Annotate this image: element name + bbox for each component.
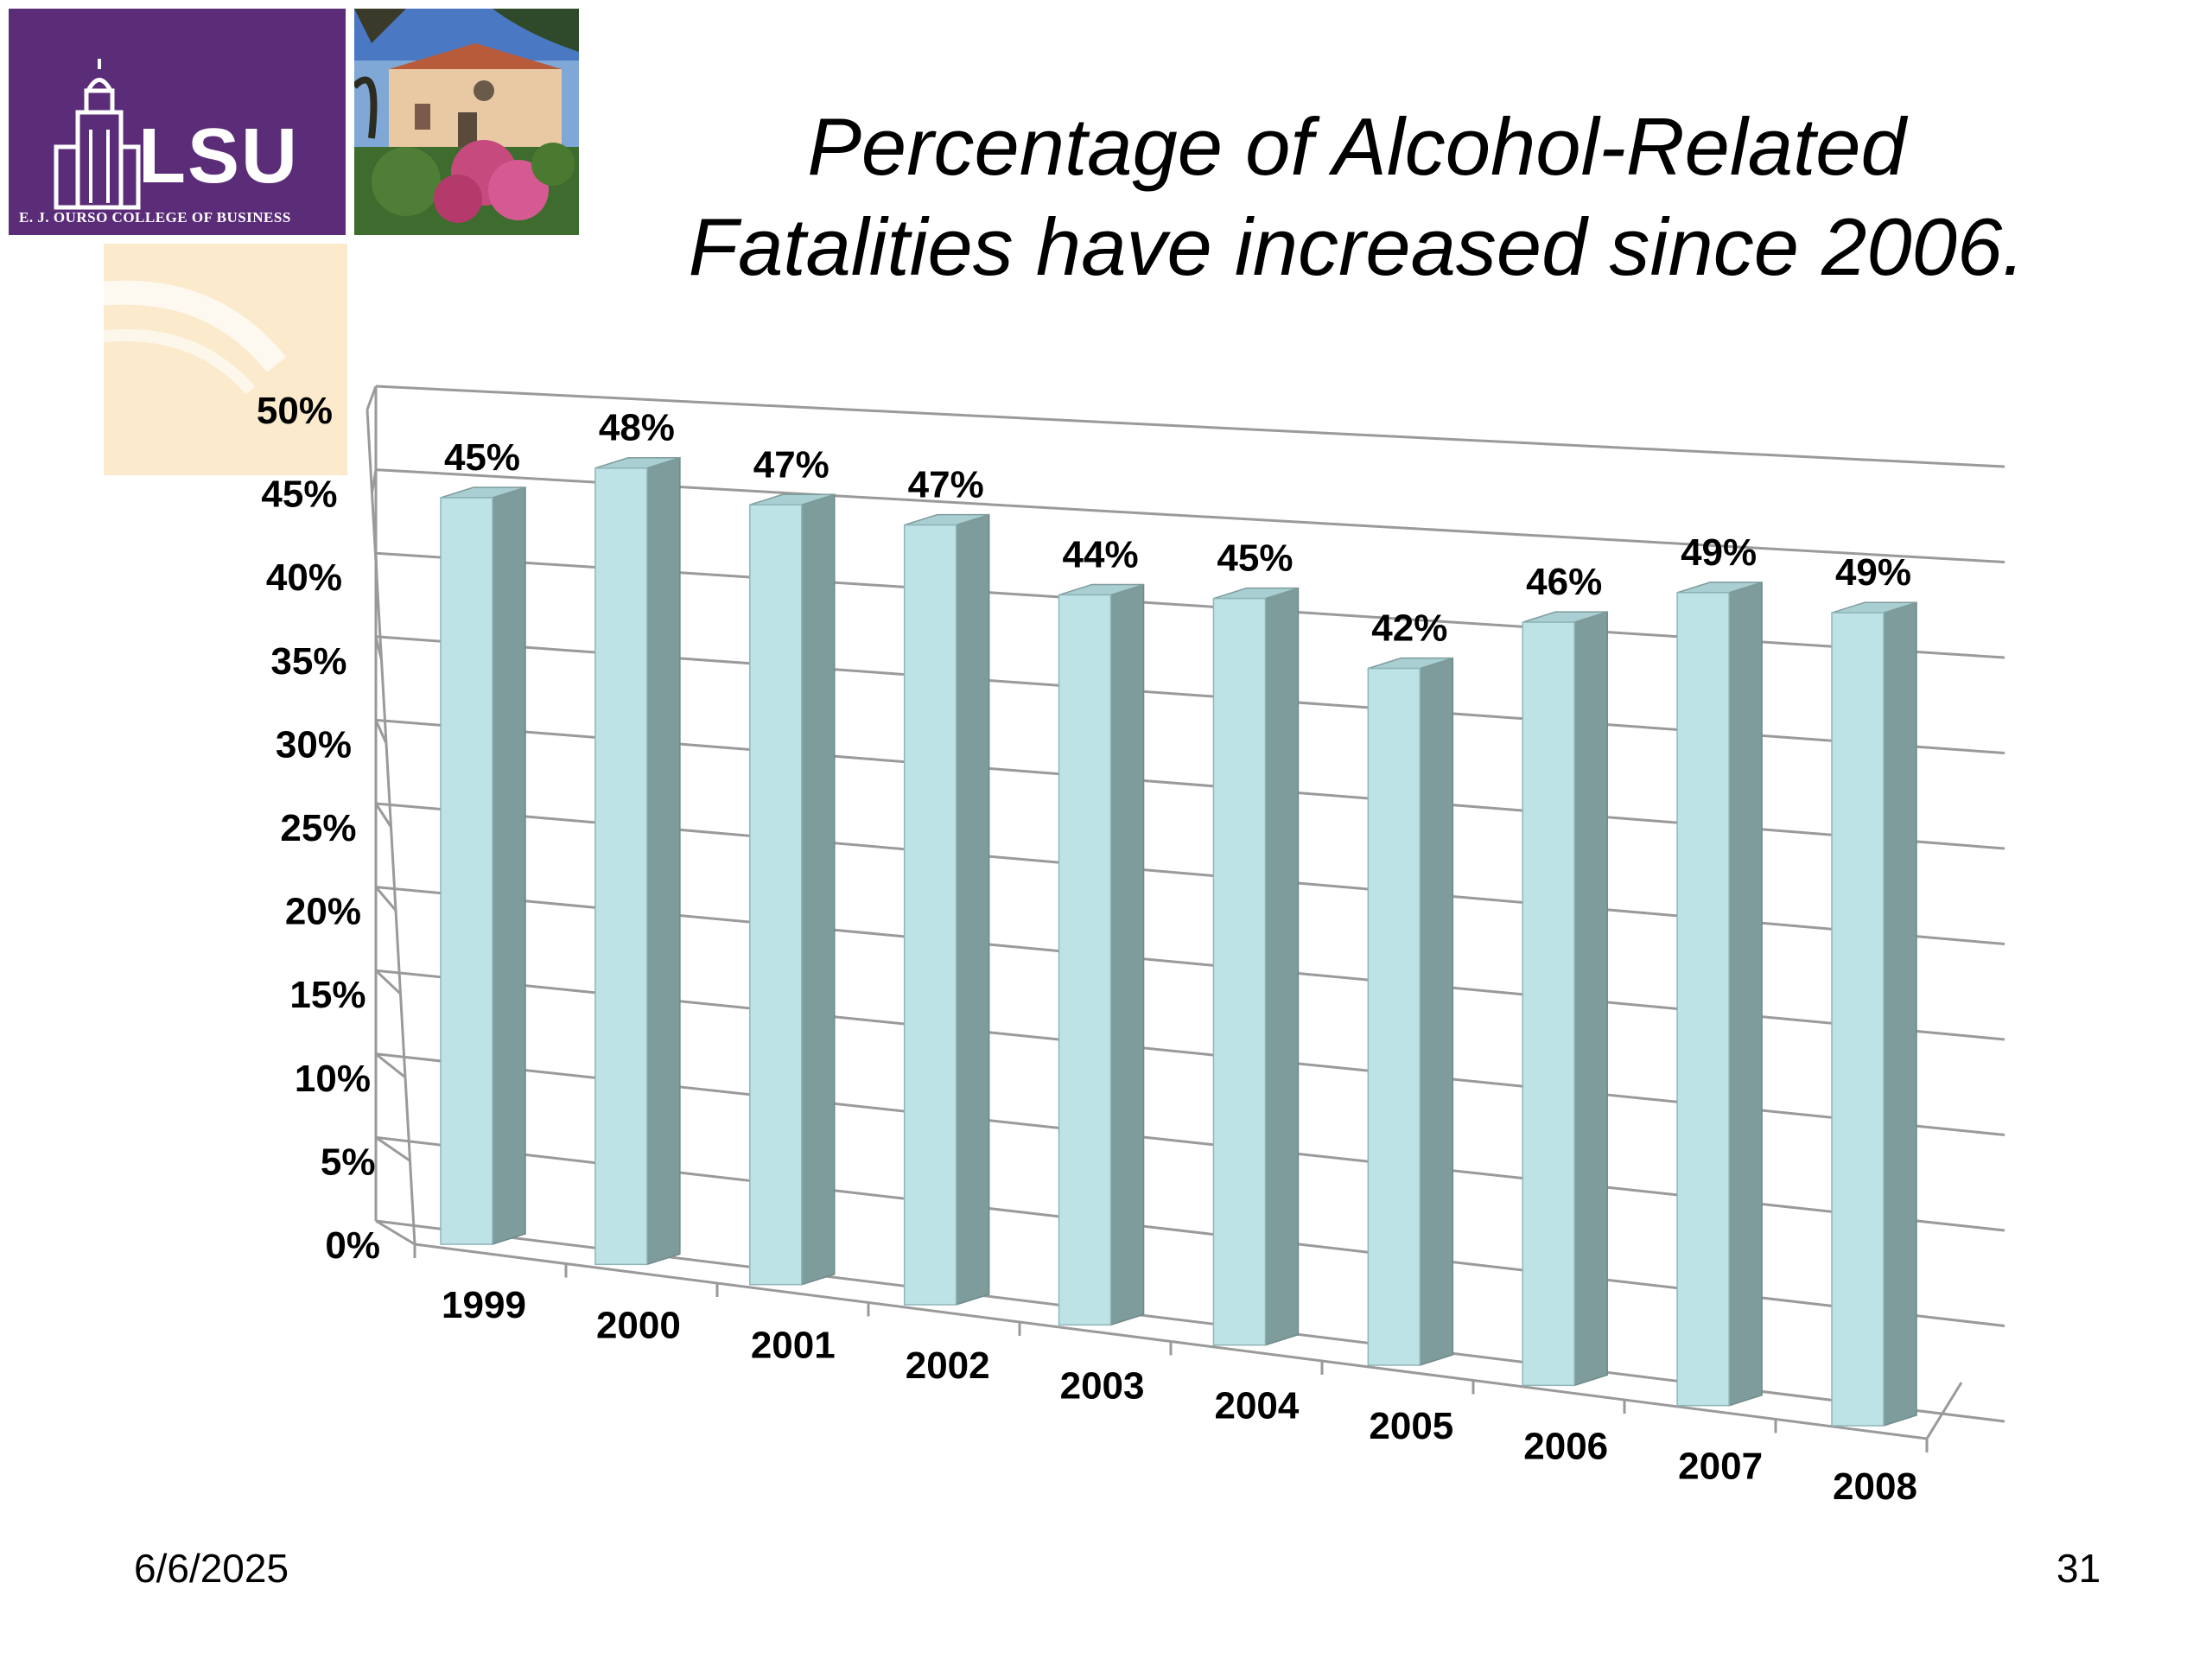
building-icon	[54, 59, 141, 210]
bar-front	[594, 467, 648, 1266]
data-label: 45%	[444, 436, 520, 479]
x-tick-label: 2000	[596, 1304, 681, 1346]
y-tick-label: 25%	[280, 807, 356, 849]
y-axis-ticks: 0% 5% 10% 15% 20% 25% 30% 35% 40% 45% 50%	[257, 390, 380, 1267]
y-tick-label: 45%	[261, 474, 337, 516]
data-label: 49%	[1681, 531, 1757, 574]
data-label: 46%	[1526, 561, 1602, 603]
x-tick-label: 2005	[1369, 1405, 1453, 1447]
x-tick-label: 2007	[1678, 1446, 1763, 1488]
y-tick-label: 10%	[295, 1058, 371, 1100]
x-tick-label: 2008	[1833, 1465, 1917, 1508]
gridline	[375, 385, 2005, 468]
y-tick-label: 5%	[321, 1141, 376, 1183]
side-gridline	[365, 385, 378, 410]
x-tick-label: 2001	[751, 1325, 836, 1367]
data-label: 42%	[1371, 607, 1447, 650]
y-tick-label: 50%	[257, 390, 333, 432]
bar	[903, 513, 990, 1306]
bar-front	[1058, 594, 1112, 1326]
side-gridline	[374, 969, 402, 995]
x-tick-label: 2006	[1523, 1425, 1608, 1467]
x-tick-label: 1999	[442, 1284, 526, 1326]
bar	[594, 456, 681, 1266]
footer-date: 6/6/2025	[134, 1546, 289, 1591]
data-label: 49%	[1835, 551, 1911, 594]
y-tick-label: 35%	[270, 640, 346, 683]
x-axis-ticks: 1999 2000 2001 2002 2003 2004 2005 2006 2007 2008	[442, 1284, 1917, 1508]
slide-title: Percentage of Alcohol-Related Fatalities…	[570, 97, 2143, 297]
bar	[1522, 611, 1608, 1387]
bar-front	[1212, 597, 1267, 1346]
title-line-2: Fatalities have increased since 2006.	[688, 201, 2025, 292]
bar	[440, 486, 526, 1246]
logo-subtitle: E. J. OURSO COLLEGE OF BUSINESS	[19, 209, 291, 226]
bar-front	[749, 504, 803, 1286]
bar-side	[492, 486, 526, 1246]
bar-front	[1522, 621, 1575, 1387]
bar-side	[1419, 657, 1454, 1367]
bar-side	[1883, 601, 1917, 1427]
data-label: 45%	[1217, 537, 1293, 580]
x-tick-label: 2004	[1214, 1385, 1299, 1427]
bar-side	[1109, 583, 1145, 1326]
side-gridline	[374, 803, 392, 828]
y-tick-label: 0%	[325, 1224, 380, 1267]
page-number: 31	[2056, 1546, 2101, 1591]
floor-right-edge	[1925, 1382, 1963, 1440]
bar	[749, 493, 836, 1286]
bar	[1831, 601, 1917, 1427]
data-label: 48%	[599, 407, 675, 449]
y-tick-label: 40%	[266, 556, 342, 599]
bar	[1676, 581, 1763, 1407]
data-label: 44%	[1063, 534, 1139, 576]
bar-side	[1728, 581, 1763, 1407]
y-tick-label: 30%	[276, 723, 352, 766]
data-labels: 45% 48% 47% 47% 44% 45% 42% 46% 49% 49%	[444, 407, 1911, 650]
bar-side	[1264, 587, 1300, 1346]
bar-side	[1573, 611, 1608, 1387]
title-line-1: Percentage of Alcohol-Related	[807, 101, 1906, 192]
bar-front	[903, 524, 957, 1306]
bar-front	[1676, 592, 1730, 1407]
bar-side	[646, 456, 681, 1266]
decorative-panel	[104, 244, 347, 475]
bar	[1367, 657, 1454, 1367]
bar-front	[440, 497, 493, 1245]
x-tick-label: 2003	[1060, 1364, 1145, 1407]
bar-front	[1831, 612, 1885, 1427]
bar	[1212, 587, 1300, 1346]
lsu-logo: LSU E. J. OURSO COLLEGE OF BUSINESS	[9, 9, 346, 235]
y-tick-label: 15%	[289, 974, 365, 1016]
y-tick-label: 20%	[285, 891, 361, 933]
side-gridline	[375, 1052, 406, 1078]
logo-wordmark: LSU	[138, 113, 299, 200]
side-gridline	[375, 1219, 416, 1246]
bar-side	[801, 493, 836, 1286]
side-gridline	[374, 719, 388, 745]
side-wall-edge	[365, 409, 416, 1245]
bar-front	[1367, 667, 1421, 1366]
side-gridline	[375, 1136, 411, 1162]
data-label: 47%	[908, 464, 984, 506]
data-label: 47%	[753, 443, 830, 486]
bar-side	[955, 513, 990, 1306]
chart-bars	[440, 456, 1917, 1427]
bar	[1058, 583, 1145, 1326]
side-gridline	[374, 886, 397, 912]
x-tick-label: 2002	[906, 1344, 990, 1387]
campus-photo	[354, 9, 579, 235]
